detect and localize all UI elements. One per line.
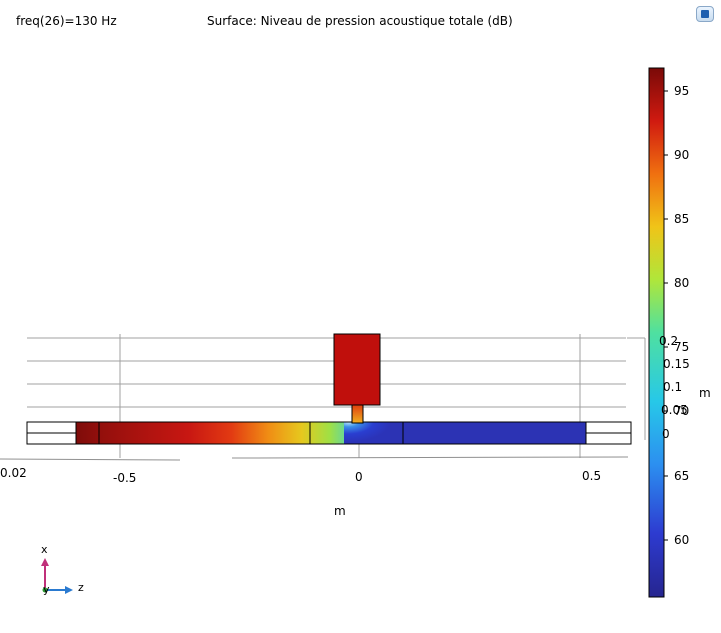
axis-triad bbox=[41, 558, 73, 594]
colorbar-tick-80: 80 bbox=[674, 276, 690, 290]
x-tick-0-2: 0.2 bbox=[659, 334, 679, 348]
tube-surface-left bbox=[76, 422, 358, 444]
colorbar-tick-65: 65 bbox=[674, 469, 690, 483]
tube-surface-right bbox=[358, 422, 586, 444]
triad-y-label: y bbox=[43, 583, 50, 596]
colorbar-tick-85: 85 bbox=[674, 212, 690, 226]
colorbar-tick-95: 95 bbox=[674, 84, 690, 98]
x-tick-0-15: 0.15 bbox=[663, 357, 690, 371]
triad-z-label: z bbox=[78, 581, 84, 594]
x-axis-unit: m bbox=[699, 386, 711, 400]
colorbar-tick-60: 60 bbox=[674, 533, 690, 547]
tube-outline bbox=[26, 421, 632, 445]
frequency-label: freq(26)=130 Hz bbox=[16, 14, 117, 28]
x-tick-0-05: 0.05 bbox=[661, 403, 688, 417]
colorbar bbox=[648, 67, 665, 598]
z-axis-unit: m bbox=[334, 504, 346, 518]
colorbar-tick-70: 70 bbox=[674, 404, 690, 418]
x-tick-0: 0 bbox=[662, 427, 670, 441]
x-tick-0-1: 0.1 bbox=[663, 380, 683, 394]
resonator-neck bbox=[351, 404, 364, 424]
z-tick-zero: 0 bbox=[355, 470, 363, 484]
tube-surface-dip bbox=[344, 422, 390, 444]
view-window-icon[interactable] bbox=[696, 6, 714, 22]
z-tick-neg-half: -0.5 bbox=[113, 471, 137, 485]
colorbar-tick-90: 90 bbox=[674, 148, 690, 162]
colorbar-tick-75: 75 bbox=[674, 340, 690, 354]
z-tick-half: 0.5 bbox=[582, 469, 602, 483]
triad-x-label: x bbox=[41, 543, 48, 556]
plot-title: Surface: Niveau de pression acoustique t… bbox=[207, 14, 513, 28]
resonator-box bbox=[333, 333, 381, 406]
z-tick-left-cut: 0.02 bbox=[0, 466, 27, 480]
